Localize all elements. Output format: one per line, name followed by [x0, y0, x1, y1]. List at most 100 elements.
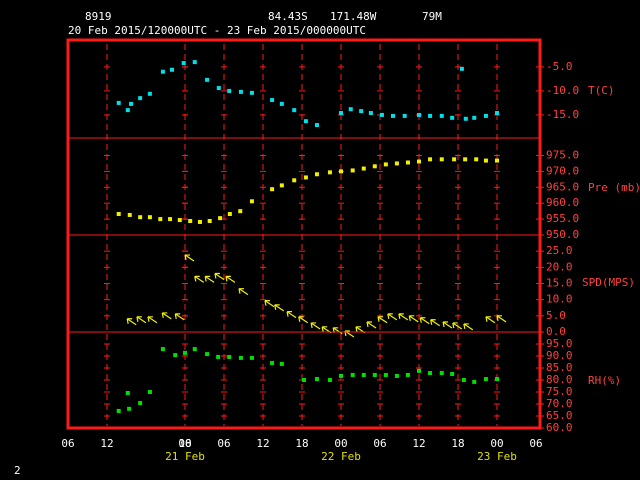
point — [138, 401, 143, 406]
point — [361, 372, 366, 377]
wind-arrow — [225, 275, 236, 283]
y-tick-label: 15.0 — [546, 277, 573, 290]
point — [459, 66, 464, 71]
point — [227, 212, 232, 217]
x-tick-label: 06 — [217, 437, 230, 450]
point — [216, 354, 221, 359]
point — [428, 157, 433, 162]
point — [116, 100, 121, 105]
point — [279, 101, 284, 106]
y-tick-label: 0.0 — [546, 325, 566, 338]
wind-arrow — [485, 316, 496, 324]
point — [292, 178, 297, 183]
x-tick-label: 18 — [451, 437, 464, 450]
wind-arrow — [463, 323, 474, 331]
wind-arrow — [366, 321, 377, 329]
point — [361, 166, 366, 171]
point — [249, 199, 254, 204]
point — [472, 379, 477, 384]
x-tick-label: 18 — [178, 437, 191, 450]
point — [452, 157, 457, 162]
period: 20 Feb 2015/120000UTC - 23 Feb 2015/0000… — [68, 24, 366, 37]
point — [339, 111, 343, 116]
point — [463, 157, 468, 162]
point — [205, 352, 210, 357]
point — [383, 162, 388, 167]
point — [125, 390, 130, 395]
point — [348, 107, 353, 112]
point — [372, 372, 377, 377]
point — [138, 215, 143, 220]
point — [147, 91, 152, 96]
point — [127, 212, 132, 217]
y-tick-label: 20.0 — [546, 260, 573, 273]
y-tick-label: 970.0 — [546, 164, 579, 177]
wind-arrow — [442, 321, 453, 329]
point — [439, 371, 444, 376]
y-tick-label: 955.0 — [546, 212, 579, 225]
latitude: 84.43S — [268, 10, 308, 23]
point — [192, 347, 197, 352]
point — [461, 378, 466, 382]
point — [227, 354, 232, 359]
y-tick-label: 960.0 — [546, 196, 579, 209]
point — [216, 86, 221, 91]
panel-label: SPD(MPS) — [582, 276, 635, 289]
longitude: 171.48W — [330, 10, 377, 23]
point — [391, 113, 395, 118]
point — [383, 372, 388, 377]
wind-arrow — [274, 304, 285, 312]
point — [170, 67, 174, 72]
point — [183, 350, 187, 355]
panel-label: T(C) — [588, 84, 615, 97]
wind-arrow — [264, 300, 275, 308]
point — [327, 170, 332, 175]
y-tick-label: 60.0 — [546, 421, 573, 434]
point — [439, 157, 444, 162]
y-tick-label: 25.0 — [546, 244, 573, 257]
point — [405, 160, 410, 165]
x-tick-label: 12 — [256, 437, 269, 450]
wind-arrow — [408, 315, 419, 323]
point — [147, 390, 152, 394]
point — [125, 108, 130, 113]
wind-arrow — [377, 316, 388, 324]
wind-arrow — [298, 316, 309, 324]
panel-label: RH(%) — [588, 374, 621, 387]
y-tick-label: -15.0 — [546, 108, 579, 121]
point — [181, 61, 186, 66]
wind-arrow — [238, 288, 249, 296]
wind-arrow — [430, 319, 441, 327]
point — [428, 113, 433, 118]
point — [192, 60, 197, 65]
point — [495, 158, 499, 163]
point — [463, 116, 468, 121]
x-tick-label: 06 — [373, 437, 386, 450]
point — [495, 377, 499, 382]
date-label: 23 Feb — [477, 450, 517, 463]
point — [173, 353, 178, 358]
point — [439, 113, 444, 118]
point — [116, 212, 121, 217]
point — [379, 112, 384, 117]
point — [177, 218, 182, 223]
panel-label: Pre (mb) — [588, 181, 640, 194]
point — [129, 101, 134, 106]
point — [402, 113, 407, 118]
wind-arrow — [194, 275, 205, 283]
point — [238, 209, 243, 214]
point — [138, 96, 143, 101]
point — [483, 113, 488, 118]
y-tick-label: 85.0 — [546, 361, 573, 374]
station-id: 8919 — [85, 10, 112, 23]
wind-arrow — [398, 313, 409, 321]
y-tick-label: 70.0 — [546, 397, 573, 410]
y-tick-label: 965.0 — [546, 180, 579, 193]
point — [359, 109, 364, 114]
point — [160, 69, 165, 74]
wind-arrow — [161, 312, 172, 320]
point — [207, 219, 212, 224]
wind-arrow — [452, 322, 463, 330]
x-tick-label: 00 — [490, 437, 503, 450]
